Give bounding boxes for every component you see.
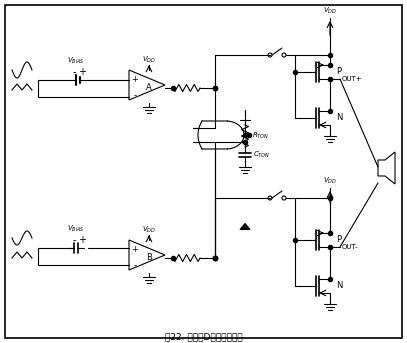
Text: N: N: [336, 114, 342, 122]
Text: $V_{BIAS}$: $V_{BIAS}$: [67, 56, 85, 66]
Text: OUT-: OUT-: [342, 244, 359, 250]
Text: $V_{DD}$: $V_{DD}$: [142, 55, 156, 65]
Text: $V_{DD}$: $V_{DD}$: [142, 225, 156, 235]
Text: P: P: [336, 236, 341, 245]
Text: $V_{DD}$: $V_{DD}$: [323, 176, 337, 186]
Text: OUT+: OUT+: [342, 76, 363, 82]
Text: $R_{TON}$: $R_{TON}$: [252, 131, 269, 141]
Text: -: -: [133, 261, 136, 271]
Text: -: -: [72, 235, 76, 245]
Text: -: -: [72, 67, 76, 77]
Text: +: +: [131, 246, 138, 255]
Text: +: +: [78, 235, 86, 245]
Polygon shape: [240, 224, 250, 229]
Text: $C_{TON}$: $C_{TON}$: [254, 150, 271, 160]
Text: B: B: [146, 253, 152, 262]
Text: +: +: [131, 75, 138, 84]
Text: $V_{DD}$: $V_{DD}$: [323, 6, 337, 16]
Text: -: -: [133, 92, 136, 100]
Text: 剧22. 單聲道D類放大器拓撲: 剧22. 單聲道D類放大器拓撲: [165, 332, 243, 342]
Text: P: P: [336, 68, 341, 76]
Text: $V_{BIAS}$: $V_{BIAS}$: [67, 224, 85, 234]
Text: +: +: [78, 67, 86, 77]
Text: N: N: [336, 282, 342, 291]
Text: A: A: [146, 83, 152, 93]
